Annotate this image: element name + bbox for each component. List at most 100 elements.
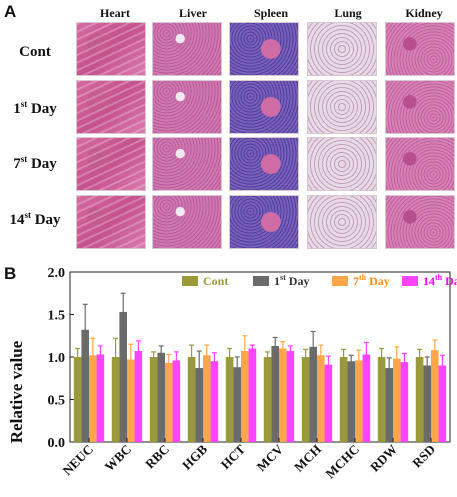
row-heading-cont: Cont [4, 44, 66, 61]
x-tick-label: MCHC [322, 442, 362, 482]
histology-kidney-day7 [385, 137, 455, 191]
bar [89, 355, 97, 442]
bar [233, 367, 241, 442]
bar [263, 357, 272, 442]
bar [195, 368, 203, 442]
relative-value-bar-chart: 0.00.51.01.52.0 NEUC WBC RBC HGB HCT MCV MCHMC… [7, 266, 457, 481]
bar [81, 329, 89, 442]
bar [317, 355, 325, 442]
bar [119, 311, 127, 442]
row-heading-sup: st [20, 99, 28, 109]
histology-lung-day14 [307, 195, 377, 249]
legend-label-sup: th [435, 273, 443, 282]
bar [438, 365, 447, 442]
bar [165, 362, 173, 442]
row-heading-main: 14 [9, 212, 25, 228]
legend-label-sup: th [359, 273, 367, 282]
row-heading-sup: st [24, 210, 31, 220]
bar [301, 357, 310, 442]
row-heading-tail: Day [27, 156, 57, 172]
column-heading-kidney: Kidney [405, 6, 443, 20]
histology-spleen-cont [229, 22, 299, 76]
histology-liver-day7 [152, 137, 222, 191]
y-tick-label: 1.0 [48, 351, 66, 366]
bar [415, 357, 424, 442]
legend-swatch [332, 276, 348, 286]
bar [203, 355, 211, 442]
column-heading-heart: Heart [100, 6, 130, 20]
histology-liver-day1 [152, 80, 222, 134]
legend-label-tail: Day [366, 274, 390, 288]
row-heading-tail: Day [27, 101, 57, 117]
bar [96, 354, 105, 442]
bar [279, 348, 287, 442]
bar [127, 359, 135, 442]
bar [393, 358, 401, 442]
histology-kidney-day1 [385, 80, 455, 134]
histology-heart-cont [76, 22, 146, 76]
y-tick-label: 2.0 [48, 266, 66, 281]
bar [73, 357, 82, 442]
legend-label-tail: Day [286, 274, 310, 288]
row-heading-day1: 1st Day [4, 99, 66, 118]
bar [423, 365, 431, 442]
x-tick-label: HCT [218, 441, 249, 472]
histology-spleen-day7 [229, 137, 299, 191]
bar-marks [73, 292, 447, 442]
row-heading-sup: st [20, 154, 28, 164]
legend-swatch [253, 276, 269, 286]
y-tick-label: 0.5 [48, 394, 66, 409]
bar [225, 357, 234, 442]
histology-kidney-day14 [385, 195, 455, 249]
column-heading-spleen: Spleen [253, 6, 288, 20]
bar [385, 368, 393, 442]
x-tick-label: RDW [367, 442, 400, 475]
bar [324, 364, 333, 442]
column-heading-liver: Liver [179, 6, 207, 20]
y-axis: 0.0 0.5 1.0 1.5 2.0 [48, 266, 74, 451]
row-heading-day7: 7st Day [4, 154, 66, 173]
bar [377, 357, 386, 442]
legend-label: 14th Day [423, 273, 457, 288]
legend-label-main: 7 [353, 274, 359, 288]
bar [149, 357, 158, 442]
bar [210, 361, 219, 442]
histology-lung-cont [307, 22, 377, 76]
legend-label-sup: st [280, 273, 286, 282]
histology-liver-day14 [152, 195, 222, 249]
histology-spleen-day1 [229, 80, 299, 134]
row-heading-main: Cont [19, 44, 51, 60]
histology-lung-day7 [307, 137, 377, 191]
bar [157, 352, 165, 442]
bar [286, 351, 295, 442]
legend-label: 1st Day [274, 273, 309, 288]
x-tick-label: HGB [179, 441, 210, 472]
y-tick-label: 0.0 [48, 436, 66, 451]
bar [271, 345, 279, 442]
histology-heart-day14 [76, 195, 146, 249]
histology-kidney-cont [385, 22, 455, 76]
x-tick-label: MCV [254, 441, 287, 474]
legend-label: Cont [203, 274, 228, 288]
legend-label-tail: Day [442, 274, 457, 288]
bar [339, 357, 348, 442]
histology-spleen-day14 [229, 195, 299, 249]
legend-swatch [182, 276, 198, 286]
legend-label: 7th Day [353, 273, 390, 288]
x-tick-label: RSD [409, 442, 438, 471]
y-tick-label: 1.5 [48, 309, 66, 324]
bar [187, 357, 196, 442]
column-heading-lung: Lung [334, 6, 362, 20]
panel-a-letter: A [4, 2, 17, 21]
legend-label-main: 1 [274, 274, 280, 288]
bar [248, 348, 257, 442]
legend-label-main: 14 [423, 274, 435, 288]
bar [347, 361, 355, 442]
bar [400, 362, 409, 442]
histology-liver-cont [152, 22, 222, 76]
x-tick-label: MCH [291, 442, 324, 475]
legend-swatch [402, 276, 418, 286]
bar [431, 350, 439, 442]
